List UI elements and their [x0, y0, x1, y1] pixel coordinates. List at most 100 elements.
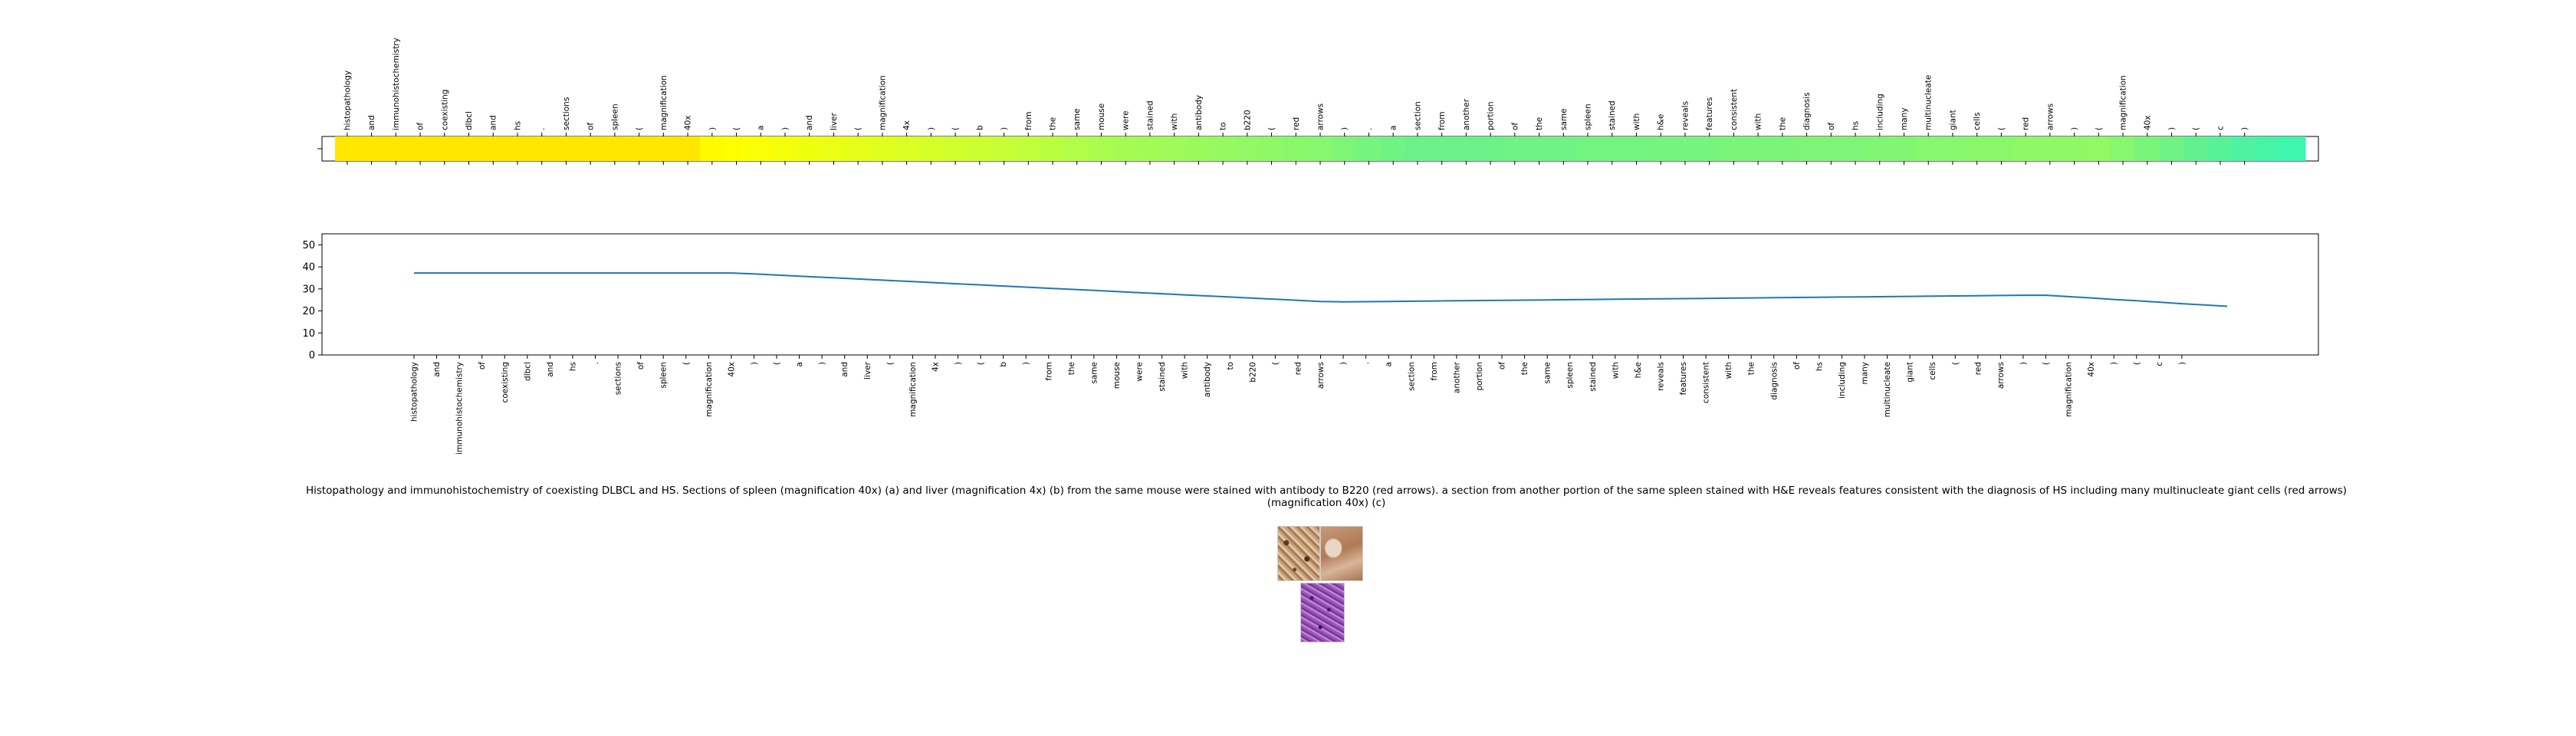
heatmap-cell	[1234, 136, 1260, 161]
heatmap-cell	[1138, 136, 1163, 161]
heatmap-cell	[748, 136, 774, 161]
line-token-label: giant	[1906, 362, 1915, 383]
heatmap-cell	[578, 136, 603, 161]
heatmap-cell	[1283, 136, 1309, 161]
line-token-label: of	[1792, 362, 1802, 370]
line-token-label: the	[1520, 362, 1530, 375]
line-token-label: coexisting	[501, 362, 510, 402]
heatmap-token-label: )	[2167, 127, 2177, 130]
heatmap-token-label: of	[1510, 123, 1520, 130]
heatmap-cell	[1089, 136, 1114, 161]
line-token-label: sections	[614, 362, 623, 395]
heatmap-token-label: of	[586, 123, 596, 130]
heatmap-cell	[1016, 136, 1041, 161]
heatmap-cell	[1599, 136, 1625, 161]
line-token-label: 4x	[931, 362, 940, 372]
line-token-label: mouse	[1112, 362, 1122, 389]
heatmap-token-label: magnification	[659, 75, 669, 130]
heatmap-token-label: including	[1875, 94, 1884, 130]
heatmap-cell	[626, 136, 652, 161]
heatmap-cell	[2013, 136, 2039, 161]
heatmap-cell	[724, 136, 749, 161]
line-token-label: of	[636, 362, 646, 370]
heatmap-token-label: many	[1900, 107, 1909, 130]
line-token-label: to	[1226, 362, 1235, 370]
line-token-label: )	[818, 362, 827, 365]
heatmap-cell	[1064, 136, 1090, 161]
heatmap-token-label: hs	[513, 121, 522, 130]
heatmap-tick-labels: histopathology and immunohistochemistry of c…	[343, 38, 2249, 165]
line-token-label: consistent	[1702, 362, 1711, 403]
heatmap-cell	[1381, 136, 1406, 161]
heatmap-cell	[408, 136, 433, 161]
line-token-label: (	[977, 362, 986, 365]
line-token-label: antibody	[1203, 362, 1212, 397]
heatmap-cell	[1429, 136, 1455, 161]
heatmap-token-label: cells	[1973, 112, 1982, 130]
line-y-tick-label: 0	[309, 350, 315, 362]
heatmap-cell	[529, 136, 555, 161]
heatmap-token-label: red	[1292, 117, 1301, 130]
line-token-label: the	[1067, 362, 1076, 375]
heatmap-cell	[1211, 136, 1236, 161]
spleen-he-image-c	[1300, 583, 1345, 642]
heatmap-cell	[1259, 136, 1285, 161]
heatmap-cell	[2037, 136, 2063, 161]
heatmap-token-label: features	[1705, 97, 1714, 130]
line-token-label: magnification	[2065, 362, 2074, 417]
heatmap-token-label: and	[367, 115, 376, 130]
heatmap-token-label: stained	[1608, 100, 1617, 130]
heatmap-token-label: a	[757, 126, 766, 130]
line-token-label: )	[2019, 362, 2028, 365]
heatmap-token-label: arrows	[2045, 104, 2055, 130]
line-token-label: (	[682, 362, 691, 365]
line-token-label: from	[1430, 362, 1439, 380]
line-token-label: spleen	[1566, 362, 1575, 389]
line-token-label: )	[1022, 362, 1031, 365]
heatmap-cell	[1891, 136, 1917, 161]
figure-caption: Histopathology and immunohistochemistry …	[305, 485, 2348, 509]
heatmap-cell	[773, 136, 798, 161]
heatmap-token-label: (	[1267, 127, 1276, 130]
line-token-label: from	[1044, 362, 1053, 380]
heatmap-cell	[1794, 136, 1820, 161]
heatmap-cell	[870, 136, 895, 161]
line-token-label: (	[1951, 362, 1960, 365]
heatmap-cell	[2281, 136, 2306, 161]
heatmap-cell	[1916, 136, 1941, 161]
line-token-label: same	[1543, 362, 1552, 384]
heatmap-cell	[505, 136, 531, 161]
line-token-label: of	[478, 362, 487, 370]
line-token-label: and	[840, 362, 849, 377]
heatmap-token-label: .	[1365, 128, 1374, 130]
line-token-label: with	[1181, 362, 1190, 379]
line-token-label: b220	[1248, 362, 1257, 383]
line-token-label: .	[1362, 362, 1371, 364]
heatmap-token-label: were	[1122, 110, 1131, 130]
heatmap-token-label: portion	[1487, 101, 1496, 130]
heatmap-cell	[797, 136, 823, 161]
heatmap-cell	[359, 136, 385, 161]
heatmap-cell	[1940, 136, 1966, 161]
heatmap-token-label: )	[708, 127, 717, 130]
line-token-label: )	[1339, 362, 1349, 365]
heatmap-token-label: (	[2095, 127, 2104, 130]
heatmap-token-label: (	[951, 127, 961, 130]
heatmap-token-label: b	[975, 125, 984, 130]
heatmap-cell	[918, 136, 944, 161]
heatmap-cell	[699, 136, 725, 161]
heatmap-token-label: 40x	[2143, 115, 2152, 130]
heatmap-token-label: (	[732, 127, 741, 130]
heatmap-cell	[2111, 136, 2136, 161]
heatmap-cell	[651, 136, 676, 161]
heatmap-cell	[1769, 136, 1796, 161]
heatmap-cell	[675, 136, 701, 161]
line-token-label: dlbcl	[523, 362, 532, 381]
heatmap-cell	[1648, 136, 1674, 161]
heatmap-token-label: sections	[562, 97, 571, 130]
heatmap-token-label: section	[1413, 101, 1422, 130]
heatmap-token-label: giant	[1948, 110, 1957, 130]
line-y-tick-label: 20	[302, 306, 315, 317]
line-token-label: were	[1135, 362, 1145, 382]
